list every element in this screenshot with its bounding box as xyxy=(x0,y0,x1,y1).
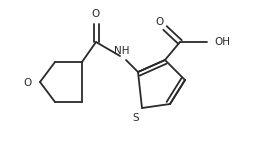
Text: O: O xyxy=(24,78,32,88)
Text: NH: NH xyxy=(114,46,130,56)
Text: OH: OH xyxy=(214,37,230,47)
Text: O: O xyxy=(92,9,100,19)
Text: O: O xyxy=(155,17,163,27)
Text: S: S xyxy=(133,113,139,123)
